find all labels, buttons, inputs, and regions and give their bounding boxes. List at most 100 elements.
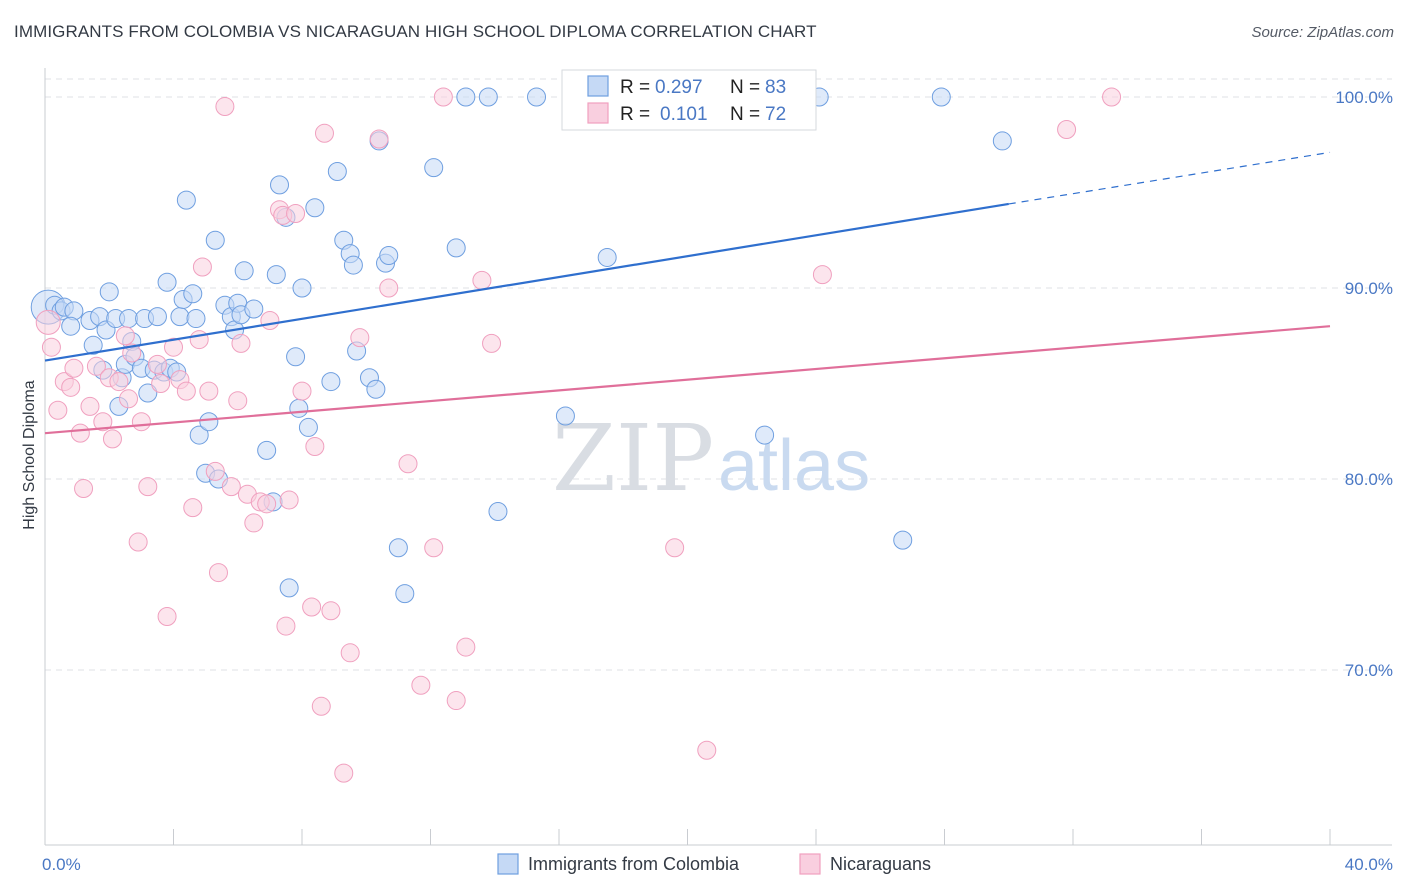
nicaraguans-point: [379, 278, 399, 298]
nicaraguans-point: [1057, 119, 1077, 139]
nicaraguans-point: [109, 372, 129, 392]
nicaraguans-point: [119, 389, 139, 409]
colombia-point: [119, 309, 139, 329]
colombia-point: [388, 538, 408, 558]
nicaraguans-point: [215, 97, 235, 117]
nicaraguans-point: [74, 479, 94, 499]
nicaraguans-point: [311, 696, 331, 716]
nicaraguans-point: [157, 607, 177, 627]
nicaraguans-point: [812, 265, 832, 285]
legend-n-label-nicaraguans: N =: [730, 104, 760, 125]
colombia-point: [189, 425, 209, 445]
tick-labels: 70.0% 80.0% 90.0% 100.0% 0.0% 40.0%: [42, 88, 1393, 874]
nicaraguans-point: [665, 538, 685, 558]
colombia-point: [555, 406, 575, 426]
y-tick-label: 80.0%: [1345, 470, 1393, 489]
nicaraguans-point: [305, 437, 325, 457]
watermark-atlas: atlas: [718, 426, 870, 506]
colombia-point: [597, 247, 617, 267]
watermark: ZIP atlas: [552, 405, 870, 512]
nicaraguans-point: [199, 381, 219, 401]
watermark-zip: ZIP: [552, 405, 714, 512]
colombia-point: [343, 255, 363, 275]
colombia-point: [755, 425, 775, 445]
nicaraguans-point: [80, 396, 100, 416]
nicaraguans-point: [115, 326, 135, 346]
colombia-point: [279, 578, 299, 598]
legend-swatch-nicaraguans: [587, 102, 609, 124]
colombia-point: [61, 316, 81, 336]
colombia-point: [292, 278, 312, 298]
legend-r-value-colombia: 0.297: [655, 77, 703, 98]
source-label: Source: ZipAtlas.com: [1251, 24, 1394, 41]
nicaraguans-point: [228, 391, 248, 411]
nicaraguans-point: [70, 423, 90, 443]
trend-line-colombia: [44, 202, 1009, 362]
colombia-point: [183, 284, 203, 304]
series-legend-label-nicaraguans: Nicaraguans: [830, 854, 931, 874]
colombia-point: [395, 584, 415, 604]
nicaraguans-point: [279, 490, 299, 510]
nicaraguans-point: [292, 381, 312, 401]
nicaraguans-point: [176, 381, 196, 401]
colombia-point: [147, 307, 167, 327]
grid-lines: [45, 78, 1392, 671]
nicaraguans-point: [131, 412, 151, 432]
colombia-point: [289, 398, 309, 418]
nicaraguans-point: [244, 513, 264, 533]
colombia-point: [205, 230, 225, 250]
nicaraguans-point: [456, 637, 476, 657]
nicaraguans-point: [424, 538, 444, 558]
colombia-point: [199, 412, 219, 432]
colombia-point: [488, 501, 508, 521]
chart-title: IMMIGRANTS FROM COLOMBIA VS NICARAGUAN H…: [14, 22, 817, 41]
nicaraguans-point: [276, 616, 296, 636]
colombia-point: [327, 161, 347, 181]
colombia-point: [366, 379, 386, 399]
colombia-point: [83, 335, 103, 355]
nicaraguans-point: [433, 87, 453, 107]
axes: [44, 68, 1392, 846]
nicaraguans-point: [334, 763, 354, 783]
legend-r-label-nicaraguans: R =: [620, 104, 650, 125]
nicaraguans-point: [221, 477, 241, 497]
nicaraguans-point: [147, 354, 167, 374]
colombia-point: [893, 530, 913, 550]
series-legend-swatch-colombia: [497, 853, 519, 875]
colombia-point: [446, 238, 466, 258]
legend-r-value-nicaraguans: 0.101: [660, 104, 708, 125]
colombia-point: [478, 87, 498, 107]
colombia-point: [270, 175, 290, 195]
nicaraguans-point: [697, 740, 717, 760]
colombia-point: [286, 347, 306, 367]
colombia-point: [424, 158, 444, 178]
nicaraguans-point: [286, 204, 306, 224]
series-nicaraguans-points: [35, 87, 1122, 783]
trend-line-colombia-extension: [1008, 151, 1331, 205]
nicaraguans-point: [1102, 87, 1122, 107]
nicaraguans-point: [350, 328, 370, 348]
nicaraguans-point: [208, 563, 228, 583]
x-tick-label-max: 40.0%: [1345, 855, 1393, 874]
colombia-point: [456, 87, 476, 107]
colombia-point: [244, 299, 264, 319]
nicaraguans-point: [189, 330, 209, 350]
nicaraguans-point: [192, 257, 212, 277]
nicaraguans-point: [64, 358, 84, 378]
colombia-point: [99, 282, 119, 302]
colombia-point: [157, 272, 177, 292]
nicaraguans-point: [231, 333, 251, 353]
colombia-point: [298, 417, 318, 437]
colombia-point: [992, 131, 1012, 151]
series-legend-label-colombia: Immigrants from Colombia: [528, 854, 740, 874]
colombia-point: [379, 246, 399, 266]
colombia-point: [527, 87, 547, 107]
nicaraguans-point: [93, 412, 113, 432]
nicaraguans-point: [35, 309, 61, 335]
legend-n-label-colombia: N =: [730, 77, 760, 98]
colombia-point: [176, 190, 196, 210]
nicaraguans-point: [340, 643, 360, 663]
nicaraguans-point: [398, 454, 418, 474]
nicaraguans-point: [314, 123, 334, 143]
nicaraguans-point: [260, 310, 280, 330]
